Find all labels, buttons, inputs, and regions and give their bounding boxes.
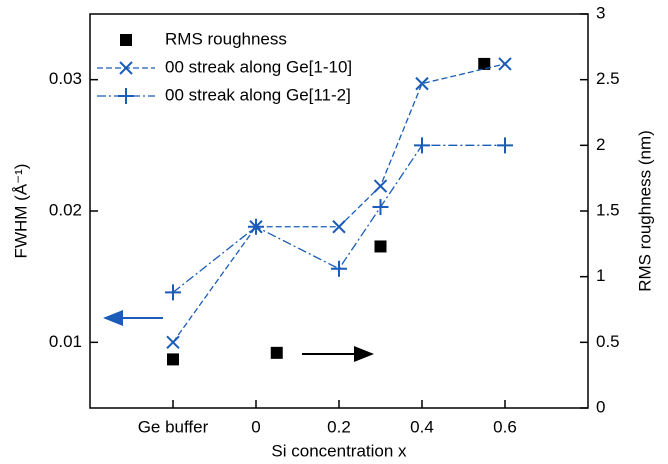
y2-tick-label: 2	[596, 135, 605, 154]
legend-label: RMS roughness	[165, 29, 287, 48]
x-axis-label: Si concentration x	[271, 441, 407, 460]
plus-marker	[414, 137, 430, 154]
series-line	[172, 63, 506, 343]
plus-marker	[248, 218, 264, 235]
y-tick-label: 0.03	[49, 69, 82, 88]
y2-tick-label: 0.5	[596, 332, 620, 351]
x-marker	[166, 335, 180, 350]
x-tick-label: Ge buffer	[138, 417, 209, 436]
x-marker	[498, 57, 512, 71]
y2-tick-label: 1.5	[596, 200, 620, 219]
x-tick-label: 0	[251, 417, 260, 436]
square-marker	[167, 353, 179, 366]
x-marker	[373, 179, 388, 193]
legend-marker	[118, 88, 134, 104]
plus-marker	[165, 284, 181, 301]
square-marker	[374, 240, 387, 253]
plus-marker	[372, 199, 389, 216]
x-tick-label: 0.4	[410, 417, 434, 436]
plus-marker	[497, 137, 513, 154]
y2-tick-label: 3	[596, 3, 605, 22]
y2-tick-label: 2.5	[596, 69, 620, 88]
x-tick-label: 0.6	[493, 417, 517, 436]
y-axis-label: FWHM (Å⁻¹)	[11, 164, 30, 259]
x-marker	[332, 220, 346, 234]
series-line	[172, 144, 505, 293]
legend-marker	[119, 61, 133, 75]
y2-tick-label: 1	[596, 266, 605, 285]
y2-tick-label: 0	[596, 397, 605, 416]
legend-label: 00 streak along Ge[1-10]	[165, 57, 352, 76]
plus-marker	[331, 260, 347, 277]
square-marker	[270, 346, 283, 359]
legend-label: 00 streak along Ge[11-2]	[165, 85, 351, 104]
x-marker	[415, 76, 429, 91]
legend-marker	[120, 34, 132, 46]
y-tick-label: 0.01	[49, 332, 82, 351]
y-tick-label: 0.02	[49, 200, 82, 219]
square-marker	[478, 57, 491, 70]
x-tick-label: 0.2	[327, 417, 351, 436]
y2-axis-label: RMS roughness (nm)	[635, 130, 654, 292]
